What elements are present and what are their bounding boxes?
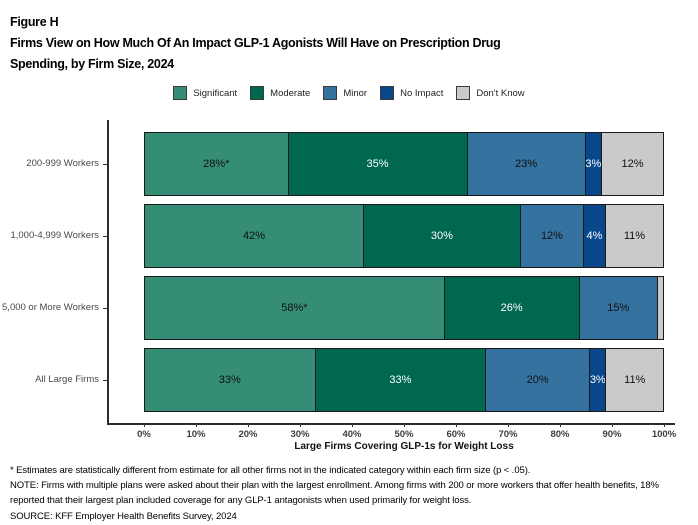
x-axis-title: Large Firms Covering GLP-1s for Weight L… — [294, 441, 514, 452]
bar-segment: 11% — [604, 205, 663, 267]
bar-segment-value-label: 11% — [623, 230, 646, 242]
bar-segment-value-label: 15% — [607, 302, 630, 314]
bar-segment-value-label: 12% — [540, 230, 563, 242]
bar-segment: 35% — [287, 133, 467, 195]
x-axis-tick-label: 40% — [342, 429, 362, 440]
bar-segment: 15% — [578, 277, 657, 339]
bar-segment-value-label: 23% — [515, 158, 538, 170]
bar-segment: 30% — [363, 205, 520, 267]
x-axis-line — [107, 423, 675, 425]
legend-label: Moderate — [270, 87, 311, 99]
x-axis-tick — [247, 423, 249, 427]
x-axis-tick-label: 10% — [186, 429, 206, 440]
x-axis-tick — [195, 423, 197, 427]
stacked-bar-row: 33% 33% 20% 3% 11% — [144, 348, 664, 412]
bar-segment-value-label: 42% — [243, 230, 266, 242]
x-axis-tick-label: 80% — [550, 429, 570, 440]
x-axis-tick-label: 20% — [238, 429, 258, 440]
x-axis-tick-label: 60% — [446, 429, 466, 440]
legend-label: Significant — [193, 87, 238, 99]
stacked-bar-row: 28%* 35% 23% 3% 12% — [144, 132, 664, 196]
bar-segment: 3% — [584, 133, 602, 195]
bar-segment-value-label: 4% — [586, 230, 603, 242]
x-axis-tick — [351, 423, 353, 427]
y-axis-tick — [103, 308, 108, 309]
bar-segment-value-label: 26% — [500, 302, 523, 314]
bar-segment-value-label: 28%* — [203, 158, 230, 170]
legend-swatch-icon — [250, 86, 265, 100]
chart-header: Figure H Firms View on How Much Of An Im… — [10, 12, 501, 75]
bar-segment: 4% — [583, 205, 605, 267]
x-axis-tick — [507, 423, 509, 427]
y-axis-tick — [103, 236, 108, 237]
stacked-bar-row: 58%* 26% 15% — [144, 276, 664, 340]
bar-segment-value-label: 33% — [389, 374, 412, 386]
x-axis-tick — [143, 423, 145, 427]
footnote-source: SOURCE: KFF Employer Health Benefits Sur… — [10, 510, 237, 522]
legend-item: No Impact — [380, 86, 443, 100]
x-axis-tick-label: 70% — [498, 429, 518, 440]
x-axis-tick — [455, 423, 457, 427]
bar-segment: 3% — [589, 349, 606, 411]
x-axis-tick — [559, 423, 561, 427]
bar-segment — [656, 277, 664, 339]
footnote-note: NOTE: Firms with multiple plans were ask… — [10, 480, 659, 507]
bar-segment: 58%* — [145, 277, 444, 339]
bar-segment: 23% — [466, 133, 585, 195]
bar-segment: 20% — [485, 349, 590, 411]
legend-item: Significant — [173, 86, 237, 100]
legend-label: Don't Know — [476, 87, 525, 99]
chart-title-line-2: Spending, by Firm Size, 2024 — [10, 57, 174, 71]
bar-segment-value-label: 20% — [526, 374, 549, 386]
footnotes: * Estimates are statistically different … — [10, 463, 690, 524]
bar-segment: 11% — [605, 349, 664, 411]
legend-item: Minor — [323, 86, 367, 100]
bar-segment-value-label: 3% — [589, 374, 606, 386]
bar-segment-value-label: 58%* — [281, 302, 308, 314]
bar-segment: 12% — [600, 133, 663, 195]
bar-segment: 12% — [519, 205, 584, 267]
y-axis-category-label: 1,000-4,999 Workers — [10, 230, 99, 241]
legend-item: Moderate — [250, 86, 310, 100]
bar-segment: 33% — [314, 349, 486, 411]
bar-segment-value-label: 3% — [585, 158, 602, 170]
x-axis-tick-label: 0% — [137, 429, 151, 440]
legend-swatch-icon — [380, 86, 395, 100]
legend-item: Don't Know — [456, 86, 525, 100]
legend-swatch-icon — [456, 86, 471, 100]
y-axis-category-label: All Large Firms — [35, 374, 99, 385]
bar-segment: 33% — [145, 349, 315, 411]
x-axis-tick-label: 100% — [651, 429, 677, 440]
legend-label: Minor — [343, 87, 368, 99]
stacked-bar-row: 42% 30% 12% 4% 11% — [144, 204, 664, 268]
bar-segment: 26% — [443, 277, 579, 339]
bar-segment: 42% — [145, 205, 364, 267]
figure-label: Figure H — [10, 15, 59, 29]
bar-segment-value-label: 12% — [621, 158, 644, 170]
bar-segment-value-label: 33% — [218, 374, 241, 386]
legend-swatch-icon — [323, 86, 338, 100]
y-axis-category-label: 5,000 or More Workers — [2, 302, 99, 313]
legend-swatch-icon — [173, 86, 188, 100]
legend-label: No Impact — [400, 87, 444, 99]
bar-segment-value-label: 35% — [366, 158, 389, 170]
footnote-asterisk: * Estimates are statistically different … — [10, 465, 531, 476]
bar-segment-value-label: 30% — [430, 230, 453, 242]
x-axis-tick — [663, 423, 665, 427]
chart-title-line-1: Firms View on How Much Of An Impact GLP-… — [10, 36, 501, 50]
x-axis-tick — [611, 423, 613, 427]
x-axis-tick — [403, 423, 405, 427]
bar-segment: 28%* — [145, 133, 288, 195]
x-axis-tick — [299, 423, 301, 427]
legend: Significant Moderate Minor No Impact Don't K… — [0, 86, 698, 100]
y-axis-category-label: 200-999 Workers — [26, 158, 99, 169]
y-axis-line — [107, 120, 109, 424]
x-axis-tick-label: 50% — [394, 429, 414, 440]
x-axis-tick-label: 90% — [602, 429, 622, 440]
bar-segment-value-label: 11% — [624, 374, 646, 386]
x-axis-tick-label: 30% — [290, 429, 310, 440]
y-axis-tick — [103, 380, 108, 381]
y-axis-tick — [103, 164, 108, 165]
